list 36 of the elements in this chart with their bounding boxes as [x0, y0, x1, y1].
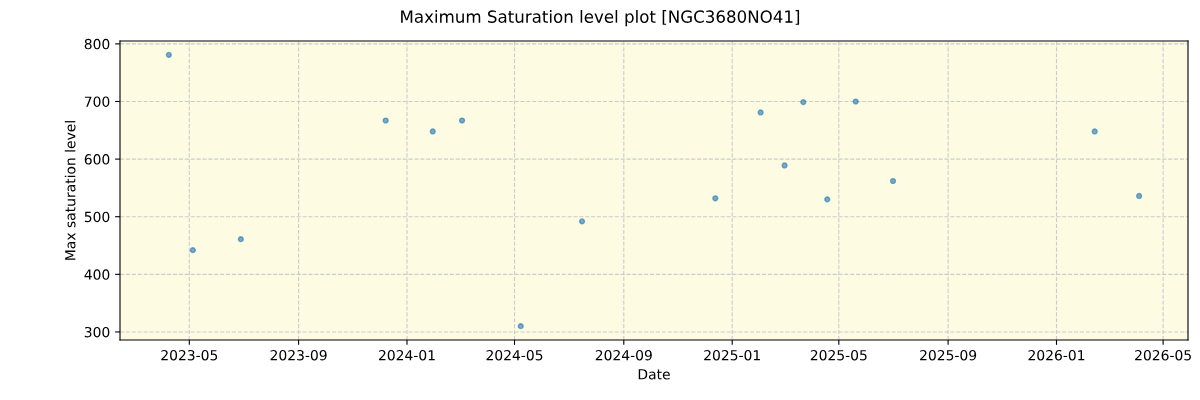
point — [458, 117, 466, 124]
point — [517, 323, 524, 330]
point — [429, 128, 436, 135]
point — [712, 195, 719, 202]
point — [1091, 128, 1098, 135]
point — [189, 247, 196, 254]
point — [824, 196, 831, 203]
point — [781, 162, 788, 169]
x-tick-label: 2024-09 — [595, 349, 652, 361]
y-tick-label: 800 — [84, 38, 110, 50]
y-tick-label: 400 — [84, 269, 110, 280]
x-tick-label: 2024-05 — [486, 349, 543, 361]
y-tick-label: 700 — [84, 96, 110, 107]
x-tick-label: 2026-01 — [1028, 349, 1085, 361]
x-tick-label: 2023-05 — [161, 349, 218, 361]
point — [165, 51, 172, 58]
x-tick-label: 2026-05 — [1135, 349, 1191, 361]
y-tick-label: 300 — [84, 326, 110, 338]
point — [889, 177, 897, 185]
point — [800, 98, 807, 106]
x-tick-label: 2025-09 — [920, 349, 977, 361]
x-tick-label: 2025-05 — [810, 349, 867, 361]
y-tick-label: 600 — [84, 154, 110, 165]
x-axis-title: Date — [638, 369, 670, 380]
x-tick-label: 2025-01 — [704, 349, 760, 361]
y-axis-title: Max saturation level — [64, 121, 76, 260]
x-tick-label: 2024-01 — [378, 349, 435, 361]
point — [382, 117, 389, 124]
point — [757, 109, 764, 116]
point — [578, 218, 586, 225]
y-tick-label: 500 — [84, 211, 110, 223]
chart-title: Maximum Saturation level plot [NGC3680NO41] — [401, 10, 800, 27]
x-tick-label: 2023-09 — [270, 349, 327, 361]
point — [1136, 192, 1143, 200]
point — [852, 98, 859, 105]
point — [237, 236, 244, 243]
